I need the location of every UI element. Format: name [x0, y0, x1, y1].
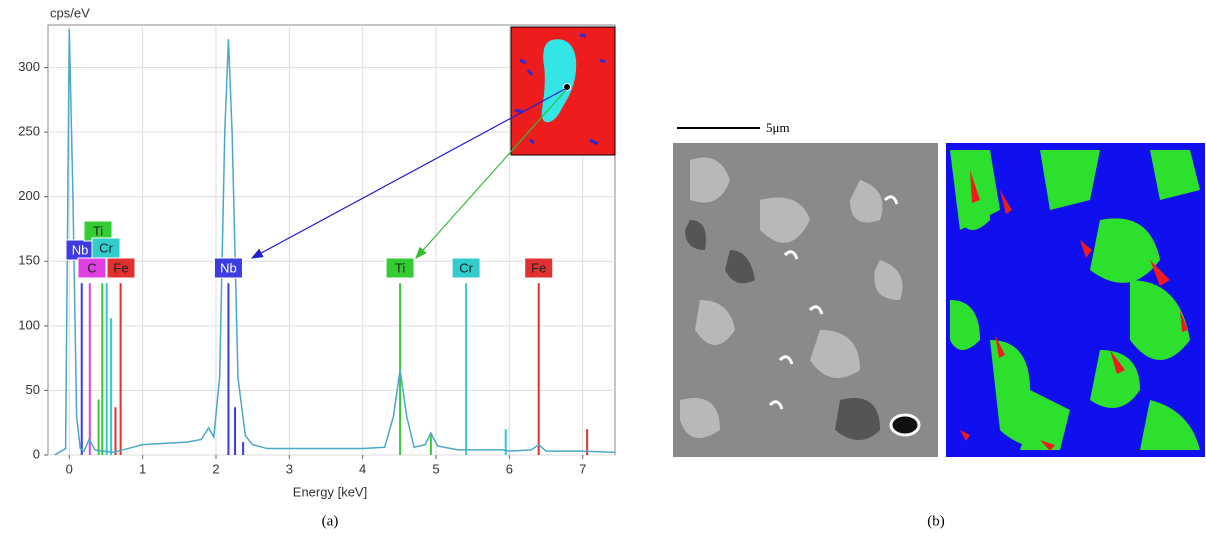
element-label: Nb	[72, 242, 89, 257]
y-tick-label: 0	[33, 446, 40, 461]
x-tick-label: 7	[579, 461, 586, 476]
caption: (a)	[322, 513, 339, 529]
element-label: Ti	[93, 223, 103, 238]
x-tick-label: 6	[506, 461, 513, 476]
element-label: Ti	[395, 260, 405, 275]
scale-bar-label: 5μm	[766, 120, 790, 135]
phase-map	[946, 143, 1205, 457]
x-tick-label: 4	[359, 461, 366, 476]
x-tick-label: 1	[139, 461, 146, 476]
element-label: Nb	[220, 260, 237, 275]
x-tick-label: 2	[212, 461, 219, 476]
x-axis-label: Energy [keV]	[293, 484, 367, 499]
element-label: Fe	[113, 260, 128, 275]
caption: (b)	[927, 513, 945, 529]
y-tick-label: 50	[26, 382, 40, 397]
y-tick-label: 200	[18, 188, 40, 203]
y-tick-label: 150	[18, 253, 40, 268]
element-label: Cr	[99, 240, 113, 255]
element-label: C	[87, 260, 96, 275]
element-label: Fe	[531, 260, 546, 275]
x-tick-label: 5	[432, 461, 439, 476]
y-tick-label: 100	[18, 317, 40, 332]
x-tick-label: 3	[286, 461, 293, 476]
y-axis-label: cps/eV	[50, 5, 90, 20]
element-label: Cr	[459, 260, 473, 275]
x-tick-label: 0	[66, 461, 73, 476]
y-tick-label: 250	[18, 124, 40, 139]
figure: 05010015020025030001234567NbNbCTiTiCrCrF…	[0, 0, 1206, 540]
inset-map	[511, 27, 615, 155]
y-tick-label: 300	[18, 59, 40, 74]
sem-image	[673, 143, 938, 457]
